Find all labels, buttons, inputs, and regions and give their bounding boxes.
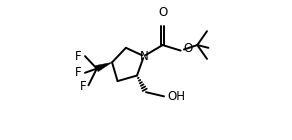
Text: O: O [184, 42, 193, 55]
Text: O: O [158, 6, 167, 19]
Text: N: N [140, 50, 148, 63]
Text: F: F [75, 50, 81, 63]
Text: F: F [75, 66, 81, 79]
Text: F: F [80, 80, 86, 93]
Polygon shape [95, 62, 112, 72]
Text: OH: OH [168, 90, 185, 103]
